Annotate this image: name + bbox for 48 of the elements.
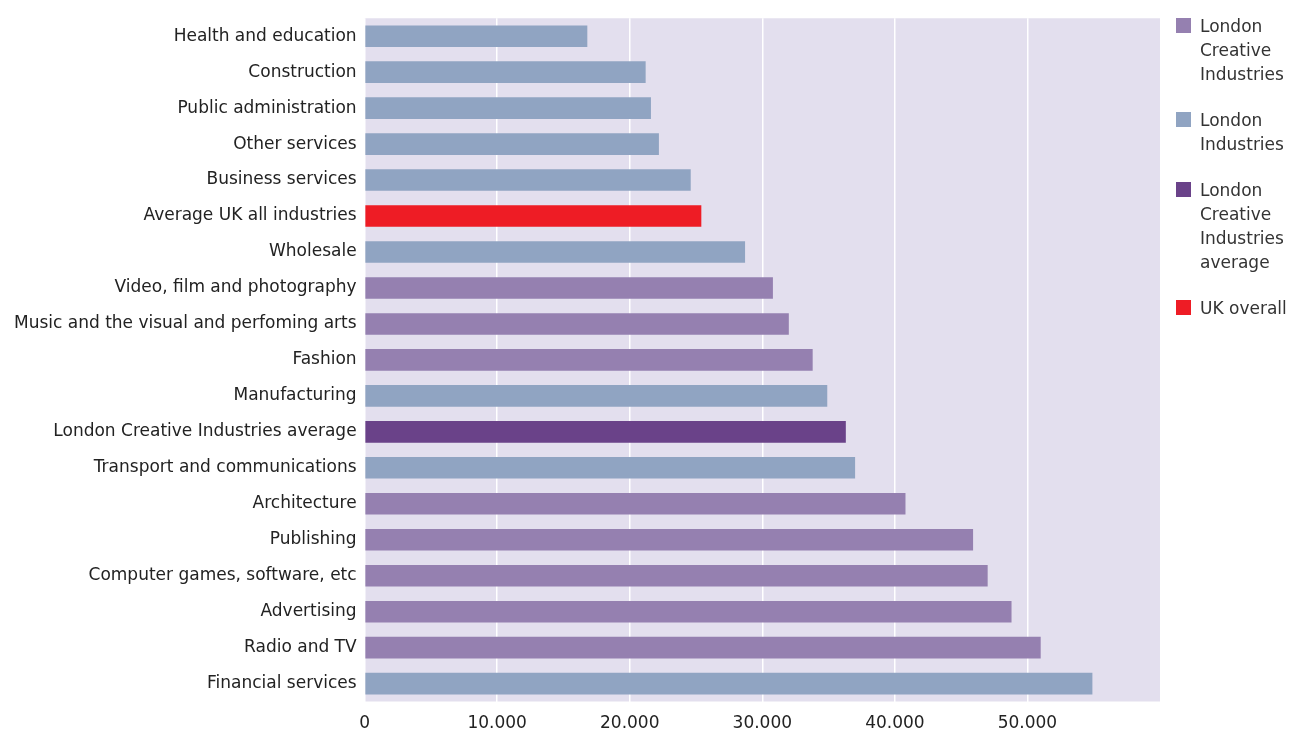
bar: [365, 133, 659, 155]
bar: [365, 528, 974, 551]
bar: [365, 564, 988, 587]
bar: [365, 25, 588, 47]
bar: [365, 457, 856, 479]
y-tick-label: Health and education: [173, 24, 357, 45]
y-tick-label: London Creative Industries average: [53, 420, 357, 441]
legend-label: London Creative Industries average: [1200, 179, 1285, 274]
y-tick-label: Wholesale: [268, 240, 357, 261]
legend-label: London Industries: [1200, 109, 1285, 156]
bar: [365, 492, 906, 515]
bar: [365, 169, 691, 191]
bar: [365, 672, 1093, 695]
bar: [365, 241, 746, 263]
bar: [365, 600, 1012, 623]
y-tick-label: Computer games, software, etc: [88, 564, 357, 585]
y-tick-label: Average UK all industries: [143, 204, 357, 225]
y-tick-label: Public administration: [177, 96, 357, 117]
y-tick-label: Advertising: [260, 600, 357, 621]
y-tick-label: Other services: [233, 132, 357, 153]
bar: [365, 313, 789, 335]
y-tick-label: Publishing: [269, 528, 357, 549]
bar: [365, 349, 813, 371]
y-tick-label: Transport and communications: [92, 456, 357, 477]
y-tick-label: Construction: [248, 60, 357, 81]
bar: [365, 97, 651, 119]
y-tick-label: Fashion: [292, 348, 357, 369]
bar: [365, 385, 828, 407]
bar: [365, 61, 646, 83]
y-tick-label: Manufacturing: [233, 384, 357, 405]
x-tick-label: 20.000: [600, 712, 660, 733]
legend-label: London Creative Industries: [1200, 15, 1285, 86]
x-tick-label: 0: [359, 712, 371, 733]
legend-label: UK overall: [1200, 297, 1287, 320]
bar: [365, 205, 702, 227]
x-tick-label: 10.000: [467, 712, 527, 733]
bar: [365, 421, 846, 443]
x-tick-label: 30.000: [732, 712, 793, 733]
y-tick-label: Music and the visual and perfoming arts: [13, 312, 357, 333]
bar: [365, 636, 1041, 659]
y-tick-label: Financial services: [207, 672, 357, 693]
y-tick-label: Radio and TV: [244, 636, 357, 657]
x-tick-label: 50.000: [997, 712, 1058, 733]
x-tick-label: 40.000: [865, 712, 925, 733]
y-tick-label: Business services: [206, 168, 357, 189]
y-tick-label: Video, film and photography: [114, 276, 357, 297]
bar: [365, 277, 773, 299]
y-tick-label: Architecture: [252, 492, 357, 513]
